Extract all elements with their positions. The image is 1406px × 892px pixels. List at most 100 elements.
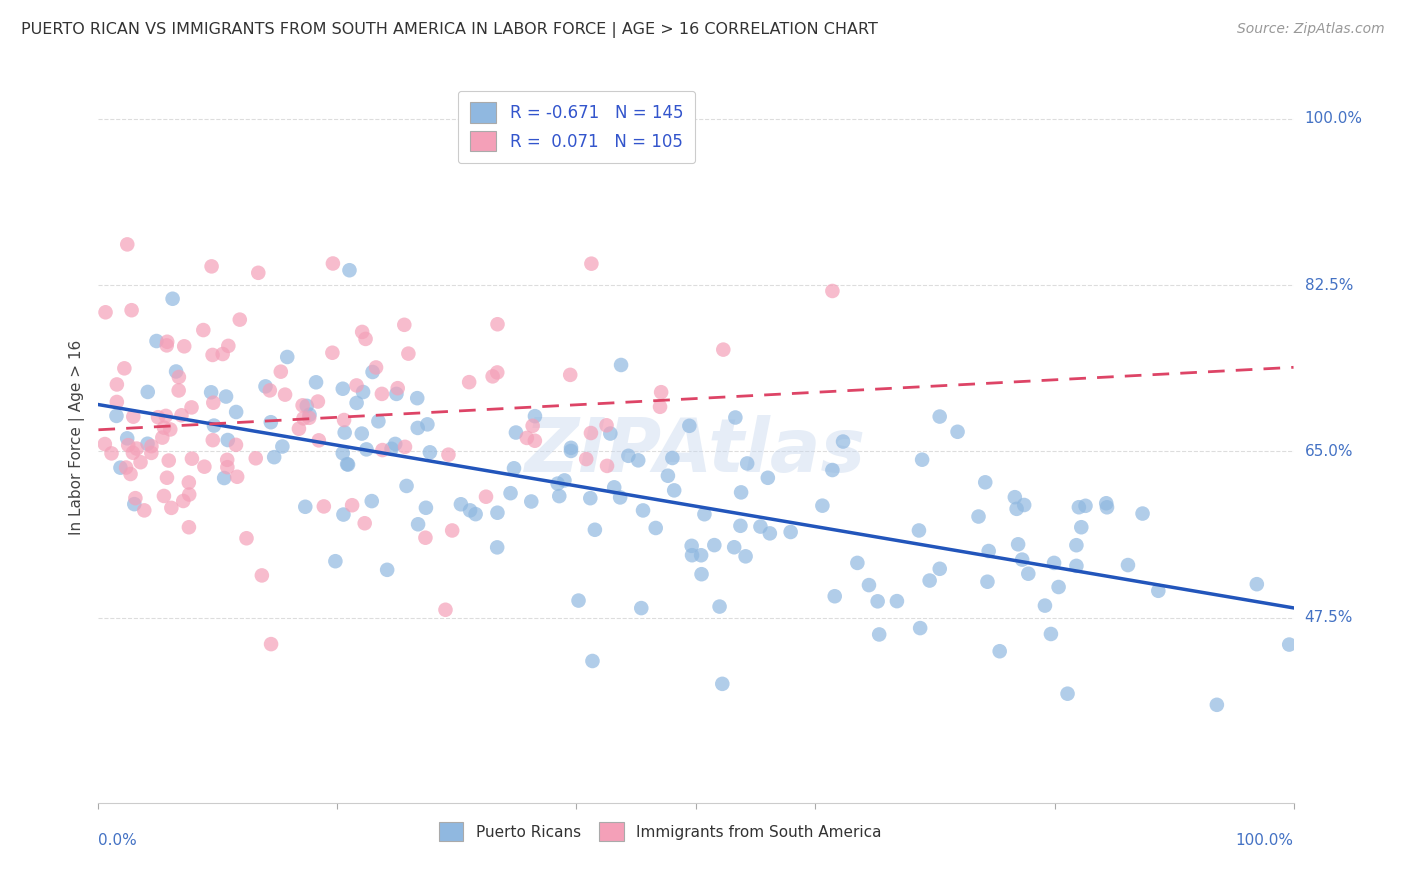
Point: [212, 471, 235, 485]
Point: [157, 453, 180, 467]
Point: [579, 491, 602, 505]
Point: [977, 544, 1000, 558]
Point: [122, 446, 145, 460]
Point: [858, 578, 880, 592]
Point: [225, 405, 247, 419]
Point: [523, 409, 546, 424]
Point: [346, 396, 368, 410]
Point: [322, 256, 344, 270]
Point: [94, 437, 117, 451]
Point: [437, 448, 460, 462]
Point: [117, 237, 139, 252]
Point: [380, 442, 402, 456]
Point: [650, 385, 672, 400]
Text: 47.5%: 47.5%: [1305, 610, 1353, 625]
Point: [567, 593, 589, 607]
Point: [1039, 627, 1062, 641]
Point: [375, 563, 398, 577]
Point: [250, 568, 273, 582]
Point: [911, 452, 934, 467]
Point: [260, 637, 283, 651]
Point: [681, 548, 703, 562]
Point: [202, 418, 225, 433]
Text: 82.5%: 82.5%: [1305, 277, 1353, 293]
Point: [162, 292, 184, 306]
Point: [337, 458, 360, 472]
Point: [450, 497, 472, 511]
Point: [481, 369, 503, 384]
Point: [288, 422, 311, 436]
Point: [1070, 520, 1092, 534]
Point: [105, 409, 128, 423]
Point: [1047, 580, 1070, 594]
Point: [415, 531, 437, 545]
Point: [361, 365, 384, 379]
Point: [146, 410, 169, 425]
Point: [976, 574, 998, 589]
Point: [1095, 496, 1118, 510]
Point: [486, 366, 509, 380]
Point: [332, 382, 354, 396]
Point: [581, 257, 603, 271]
Point: [946, 425, 969, 439]
Point: [458, 503, 481, 517]
Point: [360, 494, 382, 508]
Point: [215, 390, 238, 404]
Point: [225, 438, 247, 452]
Point: [167, 384, 190, 398]
Point: [308, 434, 330, 448]
Point: [94, 305, 117, 319]
Point: [693, 507, 716, 521]
Point: [367, 414, 389, 428]
Point: [100, 446, 122, 460]
Point: [609, 491, 631, 505]
Point: [336, 457, 359, 471]
Point: [332, 446, 354, 460]
Point: [749, 519, 772, 533]
Point: [1033, 599, 1056, 613]
Point: [105, 395, 128, 409]
Point: [136, 384, 159, 399]
Point: [648, 400, 671, 414]
Point: [339, 263, 361, 277]
Point: [886, 594, 908, 608]
Point: [1012, 498, 1035, 512]
Point: [967, 509, 990, 524]
Point: [155, 409, 177, 423]
Point: [974, 475, 997, 490]
Text: 0.0%: 0.0%: [98, 833, 138, 848]
Point: [312, 500, 335, 514]
Point: [156, 334, 179, 349]
Point: [516, 431, 538, 445]
Point: [1067, 500, 1090, 515]
Point: [193, 323, 215, 337]
Point: [124, 491, 146, 505]
Point: [560, 444, 582, 458]
Point: [734, 549, 756, 564]
Point: [548, 489, 571, 503]
Point: [384, 437, 406, 451]
Point: [105, 377, 128, 392]
Point: [486, 506, 509, 520]
Point: [690, 567, 713, 582]
Point: [560, 368, 582, 382]
Point: [1074, 499, 1097, 513]
Point: [657, 468, 679, 483]
Y-axis label: In Labor Force | Age > 16: In Labor Force | Age > 16: [69, 340, 84, 534]
Point: [180, 401, 202, 415]
Point: [145, 334, 167, 348]
Point: [124, 497, 146, 511]
Point: [711, 677, 734, 691]
Point: [274, 387, 297, 401]
Point: [346, 378, 368, 392]
Point: [1007, 537, 1029, 551]
Point: [387, 381, 409, 395]
Point: [298, 410, 321, 425]
Point: [821, 463, 844, 477]
Point: [217, 339, 239, 353]
Legend: Puerto Ricans, Immigrants from South America: Puerto Ricans, Immigrants from South Ame…: [430, 813, 890, 850]
Point: [475, 490, 498, 504]
Point: [583, 523, 606, 537]
Point: [832, 434, 855, 449]
Point: [486, 318, 509, 332]
